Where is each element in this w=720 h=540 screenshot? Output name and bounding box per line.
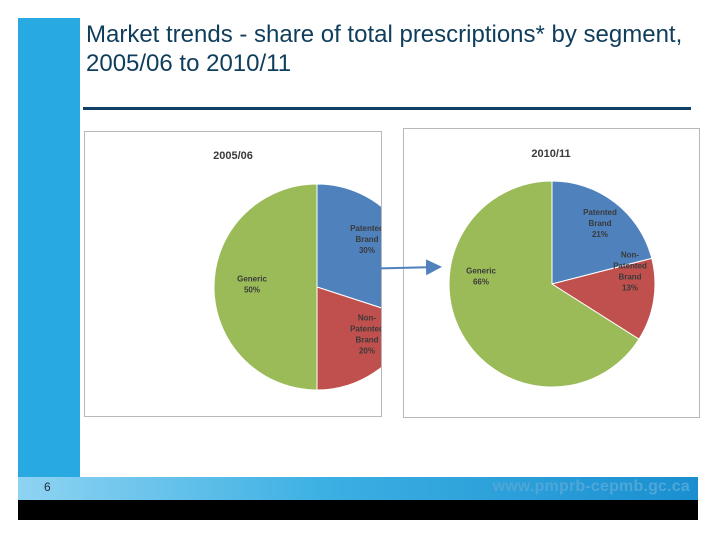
chart-title: 2010/11	[531, 148, 570, 160]
left-accent-bar	[18, 18, 80, 500]
slice-label-non-patented-brand: Non-Patented Brand 20%	[350, 314, 381, 356]
pie-chart-2005-06: 2005/06 Patented Brand 30% Non-Patented Brand…	[84, 131, 382, 417]
slice-label-non-patented-brand: Non-Patented Brand 13%	[613, 251, 647, 293]
bottom-bar	[18, 500, 698, 520]
chart-title: 2005/06	[213, 150, 253, 162]
slice-label-patented-brand: Patented Brand 21%	[583, 208, 617, 239]
pie-slice-patented-brand	[551, 180, 653, 285]
pie-slice-non-patented-brand	[316, 286, 381, 391]
website-url[interactable]: www.pmprb-cepmb.gc.ca	[492, 478, 690, 495]
pie-slice-generic	[213, 183, 318, 391]
footer-strip	[18, 477, 698, 500]
pie-svg-2010-11: 2010/11 Patented Brand 21% Non-Patented Brand…	[448, 148, 656, 388]
slice-label-generic: Generic 66%	[466, 267, 496, 287]
pie-chart-2010-11: 2010/11 Patented Brand 21% Non-Patented Brand…	[403, 128, 700, 418]
slice-label-generic: Generic 50%	[237, 275, 267, 295]
title-divider	[83, 107, 691, 110]
slide-title: Market trends - share of total prescript…	[86, 21, 683, 77]
page-number: 6	[44, 480, 51, 494]
slice-label-patented-brand: Patented Brand 30%	[350, 224, 381, 255]
pie-slice-generic	[448, 180, 640, 388]
pie-slice-patented-brand	[316, 183, 381, 309]
pie-svg-2005-06: 2005/06 Patented Brand 30% Non-Patented Brand…	[213, 150, 381, 391]
pie-slice-non-patented-brand	[550, 257, 656, 340]
